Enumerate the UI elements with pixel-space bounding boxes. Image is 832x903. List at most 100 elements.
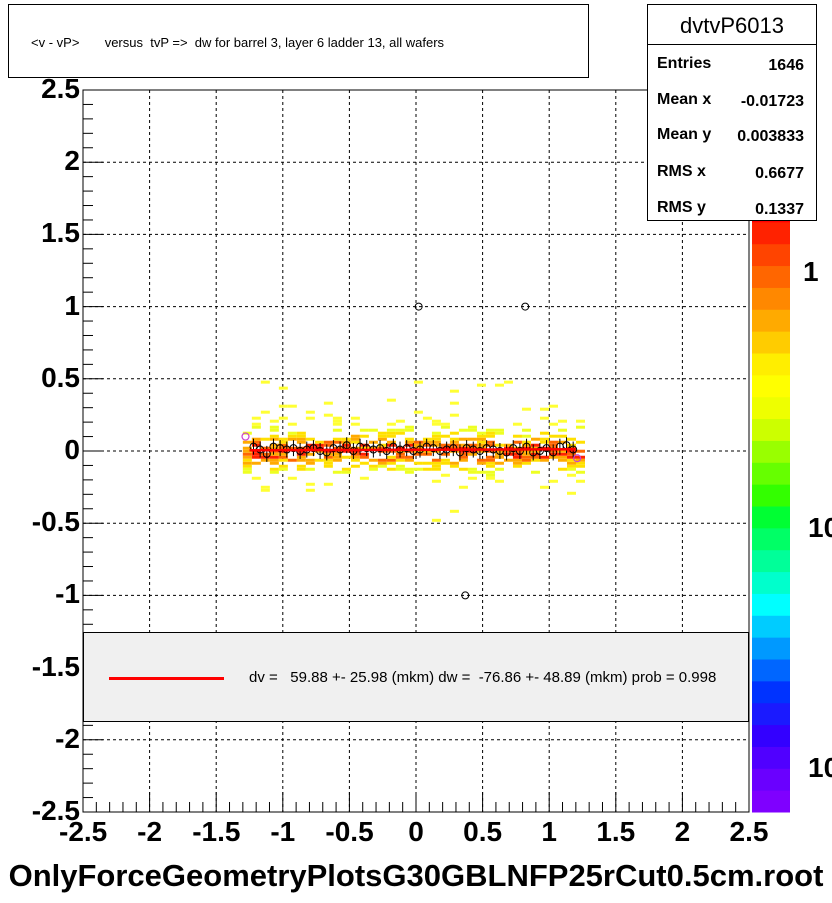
- heatmap-cell: [431, 434, 441, 438]
- fit-line: [249, 448, 576, 452]
- heatmap-cell: [485, 458, 495, 462]
- heatmap-cell: [359, 452, 369, 456]
- heatmap-cell: [449, 437, 459, 441]
- heatmap-cell: [314, 446, 324, 450]
- heatmap-cell: [413, 440, 423, 444]
- heatmap-cell: [404, 440, 414, 444]
- heatmap-cell: [386, 422, 396, 426]
- heatmap-cell: [332, 440, 342, 444]
- heatmap-cell: [476, 440, 486, 444]
- heatmap-cell: [377, 431, 387, 435]
- heatmap-cell: [422, 440, 432, 444]
- heatmap-cell: [377, 458, 387, 462]
- heatmap-cell: [467, 449, 477, 453]
- colorbar-segment: [752, 680, 790, 704]
- heatmap-cell: [431, 419, 441, 423]
- stats-value: 0.1337: [755, 201, 804, 218]
- heatmap-cell: [323, 443, 333, 447]
- stats-value: 1646: [768, 57, 804, 74]
- heatmap-cell: [278, 386, 288, 390]
- heatmap-cell: [503, 452, 513, 456]
- colorbar-segment: [752, 287, 790, 310]
- heatmap-cell: [494, 467, 504, 471]
- stats-label: RMS x: [657, 163, 706, 180]
- colorbar-segment: [752, 331, 790, 354]
- heatmap-cell: [287, 434, 297, 438]
- heatmap-cell: [557, 440, 567, 444]
- heatmap-cell: [332, 455, 342, 459]
- heatmap-cell: [458, 467, 468, 471]
- heatmap-cell: [251, 452, 261, 456]
- heatmap-cell: [242, 461, 252, 465]
- heatmap-cell: [422, 437, 432, 441]
- heatmap-cell: [566, 452, 576, 456]
- profile-point: [342, 441, 351, 450]
- heatmap-cell: [296, 431, 306, 435]
- heatmap-cell: [413, 446, 423, 450]
- heatmap-cell: [485, 428, 495, 432]
- heatmap-cell: [377, 464, 387, 468]
- heatmap-cell: [305, 488, 315, 492]
- heatmap-cell: [332, 422, 342, 426]
- heatmap-cell: [323, 413, 333, 417]
- heatmap-cell: [494, 428, 504, 432]
- heatmap-cell: [575, 440, 585, 444]
- heatmap-cell: [359, 434, 369, 438]
- heatmap-cell: [323, 401, 333, 405]
- y-tick-label: 1.5: [41, 217, 80, 249]
- heatmap-cell: [323, 440, 333, 444]
- heatmap-cell: [242, 452, 252, 456]
- heatmap-cell: [386, 458, 396, 462]
- heatmap-cell: [467, 467, 477, 471]
- heatmap-cell: [458, 443, 468, 447]
- profile-point: [376, 444, 385, 453]
- heatmap-cell: [440, 452, 450, 456]
- heatmap-cell: [242, 455, 252, 459]
- colorbar-segment: [752, 659, 790, 682]
- stats-row-entries: Entries 1646: [657, 49, 804, 79]
- heatmap-cell: [530, 443, 540, 447]
- stats-label: Mean x: [657, 91, 712, 108]
- heatmap-cell: [440, 461, 450, 465]
- heatmap-cell: [386, 467, 396, 471]
- colorbar-segment: [752, 615, 790, 638]
- heatmap-cell: [377, 461, 387, 465]
- heatmap-cell: [377, 446, 387, 450]
- heatmap-cell: [350, 449, 360, 453]
- colorbar-segment: [752, 527, 790, 551]
- heatmap-cell: [287, 422, 297, 426]
- heatmap-cell: [323, 482, 333, 486]
- heatmap-cell: [440, 422, 450, 426]
- heatmap-cell: [341, 467, 351, 471]
- heatmap-cell: [359, 446, 369, 450]
- stats-row-rms-y: RMS y 0.1337: [657, 193, 804, 223]
- y-tick-label: -0.5: [31, 506, 80, 538]
- heatmap-cell: [485, 461, 495, 465]
- colorbar-segment: [752, 571, 790, 594]
- heatmap-cell: [503, 458, 513, 462]
- heatmap-cell: [467, 428, 477, 432]
- heatmap-cell: [485, 464, 495, 468]
- heatmap-cell: [440, 446, 450, 450]
- heatmap-cell: [287, 446, 297, 450]
- heatmap-cell: [278, 452, 288, 456]
- heatmap-cell: [521, 407, 531, 411]
- heatmap-cell: [287, 404, 297, 408]
- heatmap-cell: [476, 461, 486, 465]
- heatmap-cell: [413, 380, 423, 384]
- heatmap-cell: [323, 452, 333, 456]
- y-tick-label: -1: [55, 578, 80, 610]
- heatmap-cell: [404, 425, 414, 429]
- heatmap-cell: [458, 428, 468, 432]
- heatmap-cell: [485, 473, 495, 477]
- heatmap-cell: [530, 437, 540, 441]
- heatmap-cell: [305, 452, 315, 456]
- chart-title: <v - vP> versus tvP => dw for barrel 3, …: [31, 35, 445, 50]
- heatmap-cell: [332, 419, 342, 423]
- x-tick-label: 1.5: [596, 816, 636, 847]
- heatmap-cell: [269, 455, 279, 459]
- heatmap-cell: [359, 461, 369, 465]
- heatmap-cell: [503, 449, 513, 453]
- y-tick-label: 2: [64, 145, 80, 177]
- stats-row-rms-x: RMS x 0.6677: [657, 157, 804, 187]
